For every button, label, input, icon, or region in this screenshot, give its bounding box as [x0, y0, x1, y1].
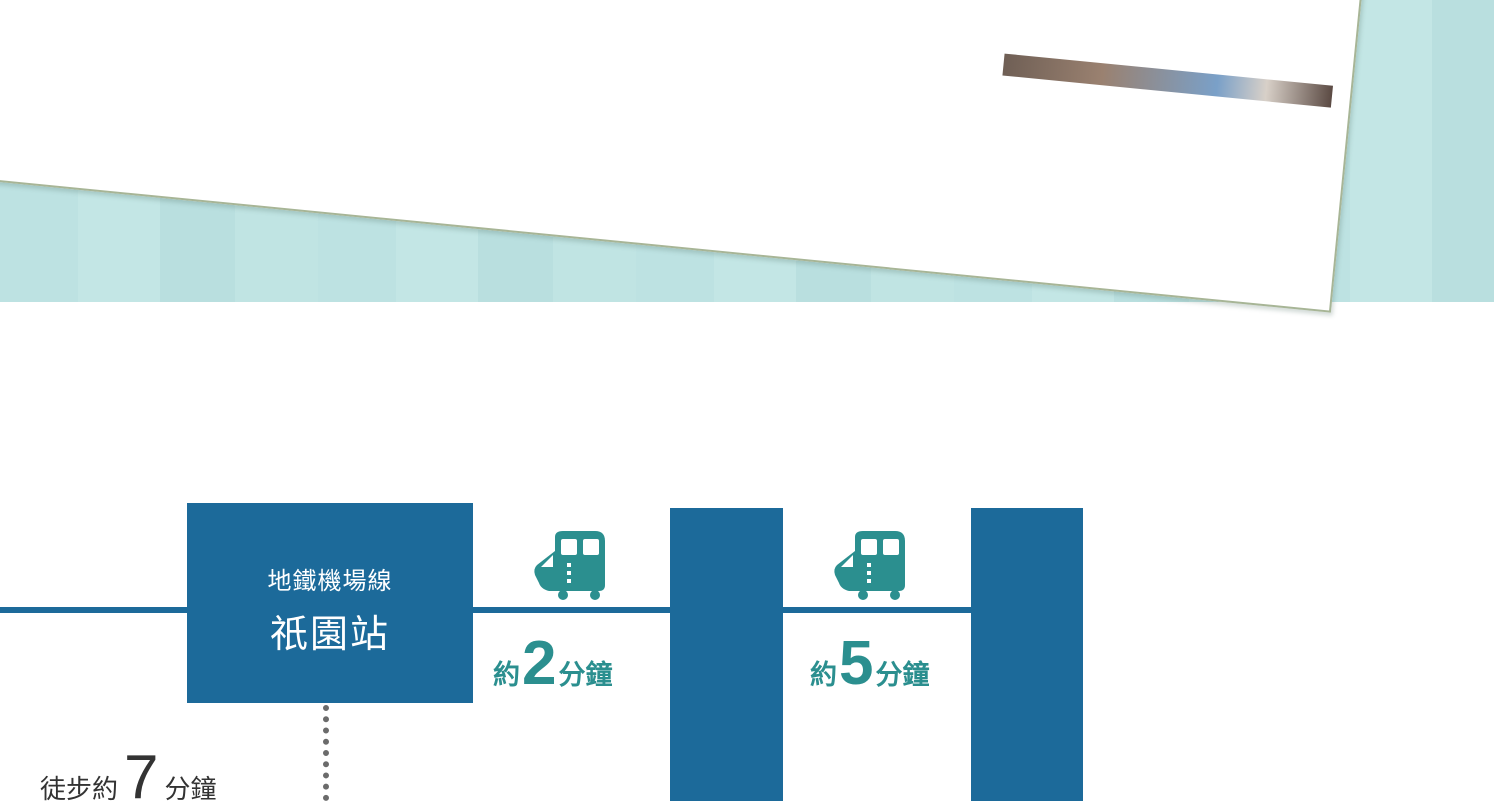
- walk-connector: [323, 705, 329, 801]
- segment-1-time-minutes: 2: [522, 629, 557, 698]
- walk-time-prefix: 徒步約: [40, 775, 119, 801]
- station-box-2: [670, 508, 783, 801]
- segment-1-time-prefix: 約: [493, 660, 520, 691]
- banner-background: [0, 0, 1494, 313]
- station-gion-line-name: 地鐵機場線: [267, 567, 393, 595]
- train-icon: [834, 531, 905, 600]
- segment-2-time-prefix: 約: [810, 660, 837, 691]
- route-line-left: [0, 607, 188, 613]
- route-line-middle: [472, 607, 671, 613]
- station-box-3: [971, 508, 1083, 801]
- segment-1-time-suffix: 分鐘: [558, 660, 613, 691]
- segment-1-time-label: 約2分鐘: [493, 628, 612, 699]
- walk-time-suffix: 分鐘: [164, 775, 217, 801]
- walk-time-label: 徒步約7 分鐘: [40, 742, 217, 801]
- photo-image: [1002, 53, 1334, 108]
- station-gion-name: 祇園站: [269, 612, 390, 656]
- train-icon: [534, 531, 605, 600]
- walk-time-minutes: 7: [124, 743, 159, 801]
- route-line-right: [782, 607, 972, 613]
- photo-card: [0, 0, 1378, 313]
- segment-2-time-label: 約5分鐘: [810, 628, 929, 699]
- station-gion: 地鐵機場線 祇園站: [187, 503, 473, 703]
- segment-2-time-minutes: 5: [839, 629, 874, 698]
- segment-2-time-suffix: 分鐘: [875, 660, 930, 691]
